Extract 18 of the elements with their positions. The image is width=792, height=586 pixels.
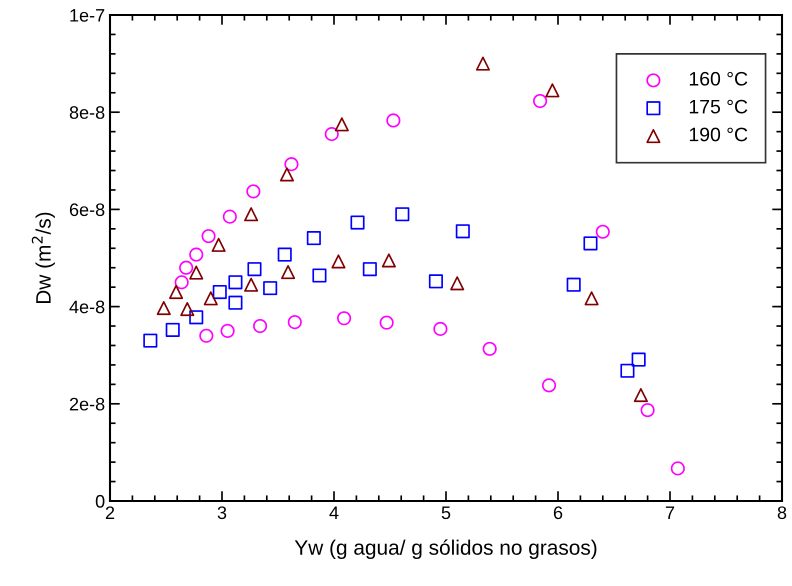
y-tick-label: 0 — [96, 494, 104, 508]
x-tick-label: 2 — [106, 506, 114, 519]
x-tick-label: 8 — [778, 506, 786, 520]
y-axis-title: Dw (m$^{2}$/s) — [32, 212, 55, 304]
y-tick-label: 4e-8 — [69, 300, 104, 314]
y-tick-label: 2e-8 — [70, 398, 104, 411]
x-axis-title: Yw (g agua/ g sólidos no grasos) — [294, 539, 596, 560]
x-tick-label: 4 — [329, 506, 338, 519]
x-tick-label: 7 — [666, 506, 674, 519]
x-tick-label: 3 — [218, 506, 226, 520]
legend-label: 175 °C — [690, 100, 748, 114]
y-tick-label: 1e-7 — [70, 9, 104, 22]
x-tick-label: 5 — [442, 506, 450, 520]
legend-label: 160 °C — [690, 72, 748, 86]
y-tick-label: 6e-8 — [70, 203, 104, 216]
x-tick-label: 6 — [554, 506, 562, 520]
y-tick-label: 8e-8 — [70, 106, 104, 119]
legend-label: 190 °C — [690, 128, 748, 142]
